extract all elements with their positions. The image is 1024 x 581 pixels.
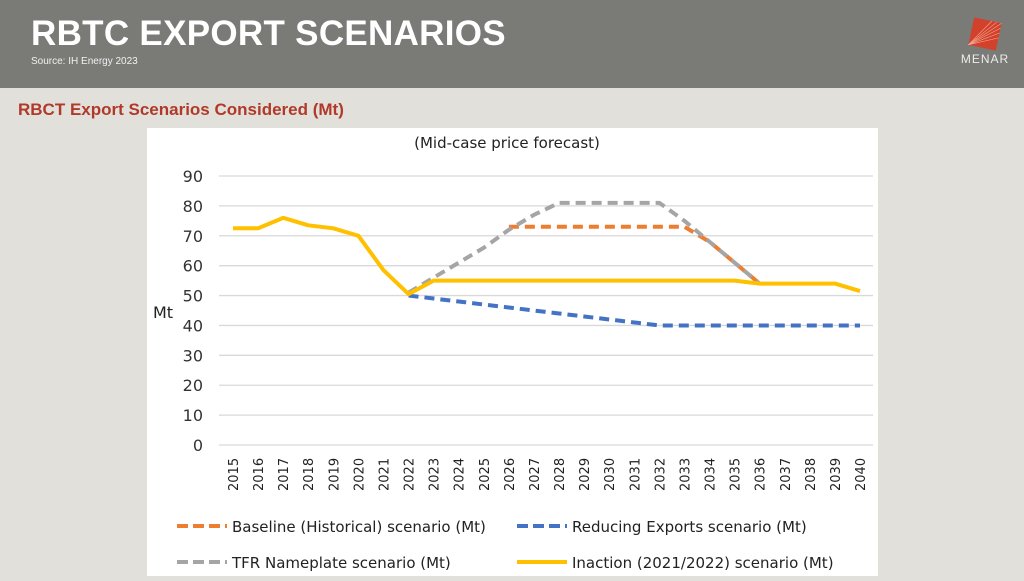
series-line-1 [409, 296, 860, 326]
y-tick-label: 50 [183, 287, 203, 306]
x-tick-label: 2036 [754, 458, 769, 491]
legend-label: TFR Nameplate scenario (Mt) [231, 554, 451, 572]
x-tick-label: 2039 [829, 458, 844, 491]
x-tick-label: 2031 [628, 458, 643, 491]
section-subtitle: RBCT Export Scenarios Considered (Mt) [18, 100, 344, 120]
series-line-3 [233, 218, 860, 294]
slide-title: RBTC EXPORT SCENARIOS [31, 14, 506, 54]
x-tick-label: 2029 [578, 458, 593, 491]
x-tick-label: 2033 [678, 458, 693, 491]
x-tick-label: 2030 [603, 458, 618, 491]
y-tick-label: 70 [183, 227, 203, 246]
chart-title: (Mid-case price forecast) [414, 134, 600, 152]
slide-header: RBTC EXPORT SCENARIOS Source: IH Energy … [0, 0, 1024, 88]
y-tick-label: 90 [183, 167, 203, 186]
y-tick-label: 40 [183, 316, 203, 335]
x-tick-label: 2020 [352, 458, 367, 491]
x-tick-label: 2028 [553, 458, 568, 491]
source-caption: Source: IH Energy 2023 [31, 56, 138, 67]
legend-label: Reducing Exports scenario (Mt) [572, 518, 807, 536]
x-tick-label: 2026 [503, 458, 518, 491]
legend-label: Baseline (Historical) scenario (Mt) [232, 518, 486, 536]
x-tick-label: 2021 [377, 458, 392, 491]
legend-label: Inaction (2021/2022) scenario (Mt) [572, 554, 834, 572]
x-tick-label: 2035 [729, 458, 744, 491]
y-tick-label: 60 [183, 257, 203, 276]
x-tick-label: 2032 [653, 458, 668, 491]
y-tick-label: 30 [183, 346, 203, 365]
y-tick-label: 20 [183, 376, 203, 395]
x-tick-label: 2022 [403, 458, 418, 491]
x-tick-label: 2023 [428, 458, 443, 491]
x-tick-label: 2040 [854, 458, 869, 491]
menar-logo: MENAR [955, 16, 1015, 71]
line-chart: (Mid-case price forecast) Mt 01020304050… [147, 128, 878, 576]
menar-logo-icon [955, 16, 1015, 56]
x-tick-label: 2024 [453, 458, 468, 491]
x-tick-label: 2016 [252, 458, 267, 491]
y-axis-label: Mt [153, 303, 173, 322]
x-tick-label: 2019 [327, 458, 342, 491]
x-tick-label: 2038 [804, 458, 819, 491]
x-tick-label: 2037 [779, 458, 794, 491]
x-tick-label: 2015 [227, 458, 242, 491]
x-tick-label: 2017 [277, 458, 292, 491]
logo-text: MENAR [955, 52, 1015, 66]
x-tick-label: 2025 [478, 458, 493, 491]
y-tick-label: 10 [183, 406, 203, 425]
x-tick-label: 2018 [302, 458, 317, 491]
x-tick-label: 2034 [704, 458, 719, 491]
y-tick-label: 0 [193, 436, 203, 455]
x-tick-label: 2027 [528, 458, 543, 491]
y-tick-label: 80 [183, 197, 203, 216]
